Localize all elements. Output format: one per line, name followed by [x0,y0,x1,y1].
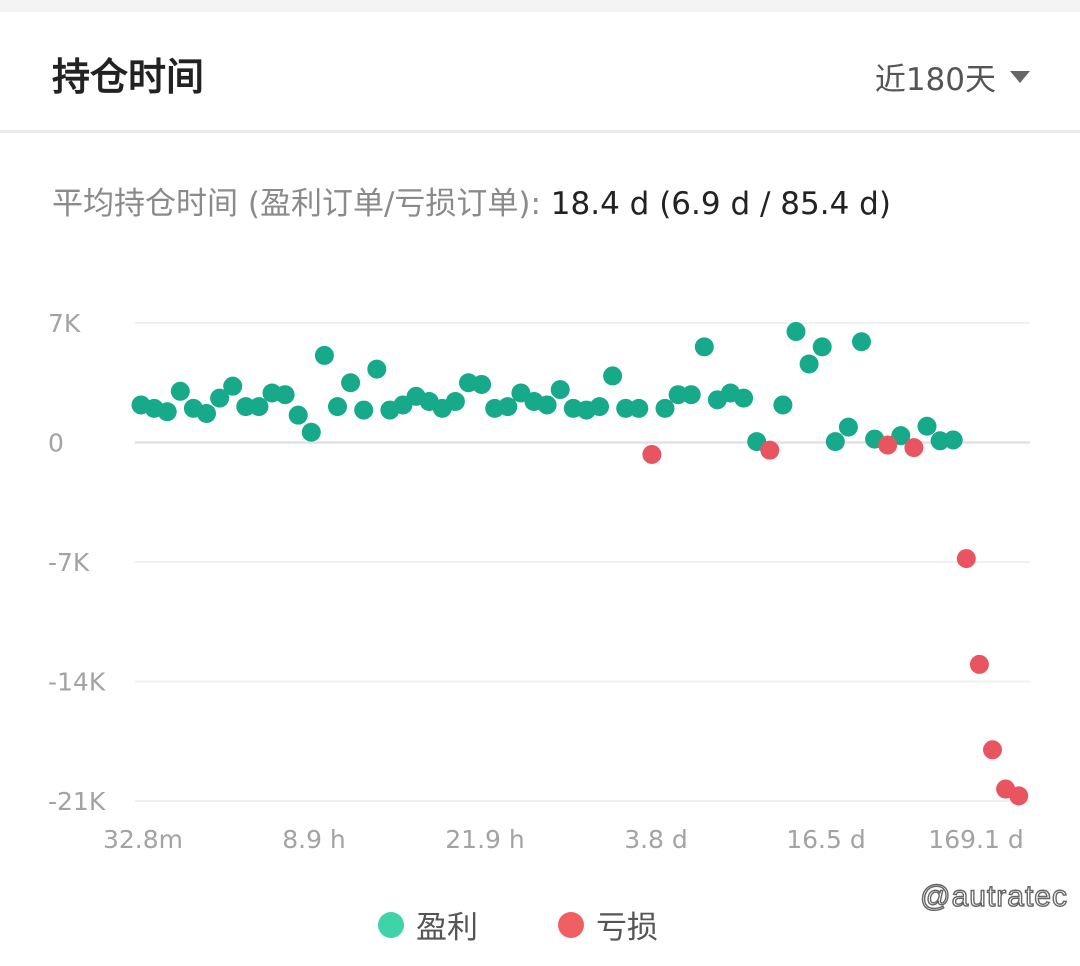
profit-point[interactable] [603,366,623,386]
legend-loss-swatch [558,911,584,938]
profit-point[interactable] [498,397,518,417]
profit-point[interactable] [786,322,806,342]
x-tick-label: 16.5 d [786,825,865,854]
average-holding-summary: 平均持仓时间 (盈利订单/亏损订单): 18.4 d (6.9 d / 85.4… [52,178,891,223]
y-tick-label: -21K [48,787,106,816]
profit-point[interactable] [917,416,937,436]
profit-point[interactable] [314,345,334,365]
profit-point[interactable] [694,337,714,357]
profit-point[interactable] [223,376,243,396]
profit-point[interactable] [170,381,190,401]
loss-point[interactable] [760,440,780,460]
period-dropdown[interactable]: 近180天 [875,54,1030,99]
holding-time-scatter-chart: 7K 0 -7K -14K -21K 32.8m 8.9 h 21.9 h 3.8 d 16.5 … [48,309,1030,854]
profit-point[interactable] [197,403,216,423]
profit-point[interactable] [668,385,688,405]
x-tick-label: 169.1 d [928,825,1023,854]
profit-point[interactable] [367,359,387,379]
y-tick-label: 7K [48,309,81,338]
profit-point[interactable] [943,430,963,450]
profit-point[interactable] [445,392,465,412]
profit-point[interactable] [590,397,609,417]
profit-point[interactable] [472,374,492,394]
y-tick-label: 0 [48,429,64,458]
profit-point[interactable] [616,398,636,418]
legend-profit-label: 盈利 [416,910,478,946]
profit-point[interactable] [328,397,347,417]
period-dropdown-label[interactable]: 近180天 [874,62,996,98]
holding-time-card: 持仓时间 近180天 平均持仓时间 (盈利订单/亏损订单): 18.4 d (6… [0,12,1080,966]
profit-point[interactable] [249,397,269,417]
legend-loss-label: 亏损 [596,910,658,946]
legend-item-profit[interactable]: 盈利 [378,902,478,947]
profit-point[interactable] [354,400,374,420]
profit-point[interactable] [773,395,793,415]
profit-point[interactable] [288,405,308,425]
profit-point[interactable] [341,373,361,393]
chart-legend: 盈利 亏损 [0,902,1080,962]
profit-point[interactable] [812,337,832,357]
loss-point[interactable] [956,549,976,569]
profit-point[interactable] [799,354,819,374]
x-tick-label: 8.9 h [282,825,346,854]
profit-point[interactable] [275,385,295,405]
loss-point[interactable] [983,740,1002,760]
loss-point[interactable] [878,435,898,455]
profit-point[interactable] [891,426,911,446]
y-tick-label: -7K [48,548,90,577]
profit-point[interactable] [825,432,845,452]
loss-point[interactable] [1009,786,1029,806]
profit-point[interactable] [550,380,570,400]
loss-point[interactable] [904,438,924,458]
profit-point[interactable] [157,402,177,422]
legend-item-loss[interactable]: 亏损 [558,902,658,947]
profit-point[interactable] [681,385,701,405]
loss-point[interactable] [969,654,989,674]
watermark-text: @autratec [919,879,1068,913]
summary-label: 平均持仓时间 (盈利订单/亏损订单): [52,186,541,222]
legend-profit-swatch [378,911,404,938]
profit-point[interactable] [236,397,256,417]
profit-point[interactable] [210,388,230,408]
profit-point[interactable] [537,395,557,415]
y-tick-label: -14K [48,668,106,697]
profit-point[interactable] [629,398,649,418]
chevron-down-icon[interactable] [1010,70,1030,83]
x-tick-label: 3.8 d [624,825,688,854]
card-header: 持仓时间 近180天 [0,12,1080,133]
card-title: 持仓时间 [52,55,205,99]
x-tick-label: 32.8m [103,825,183,854]
profit-point[interactable] [734,388,754,408]
x-tick-label: 21.9 h [445,825,524,854]
profit-point[interactable] [838,417,858,437]
loss-point[interactable] [642,444,662,464]
profit-point[interactable] [301,422,321,442]
profit-point[interactable] [852,332,871,352]
summary-value: 18.4 d (6.9 d / 85.4 d) [550,186,891,222]
profit-point[interactable] [655,398,675,418]
